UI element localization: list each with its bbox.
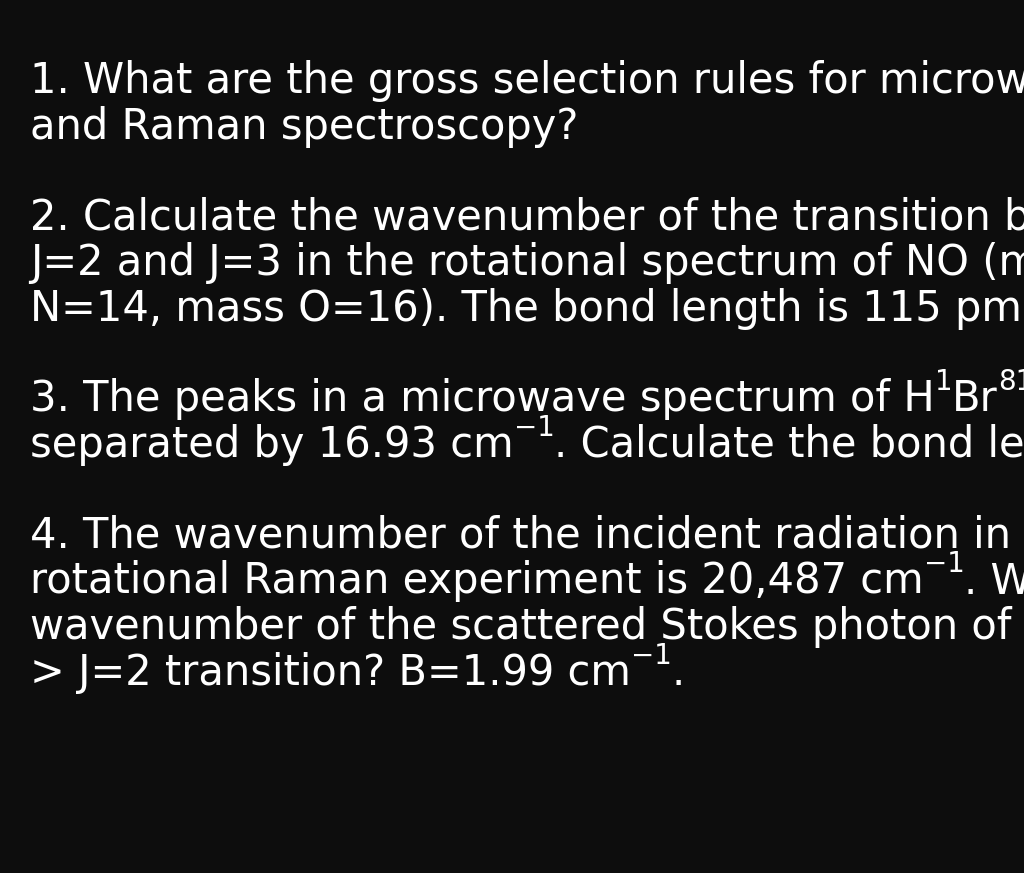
Text: Br: Br	[952, 378, 998, 420]
Text: N=14, mass O=16). The bond length is 115 pm.: N=14, mass O=16). The bond length is 115…	[30, 288, 1024, 330]
Text: 1. What are the gross selection rules for microwave, IR: 1. What are the gross selection rules fo…	[30, 60, 1024, 102]
Text: 4. The wavenumber of the incident radiation in a: 4. The wavenumber of the incident radiat…	[30, 514, 1024, 556]
Text: −1: −1	[924, 550, 965, 578]
Text: . What is the: . What is the	[965, 560, 1024, 602]
Text: 1: 1	[935, 368, 952, 396]
Text: −1: −1	[514, 414, 555, 442]
Text: > J=2 transition? B=1.99 cm: > J=2 transition? B=1.99 cm	[30, 652, 631, 694]
Text: separated by 16.93 cm: separated by 16.93 cm	[30, 424, 514, 466]
Text: rotational Raman experiment is 20,487 cm: rotational Raman experiment is 20,487 cm	[30, 560, 924, 602]
Text: 2. Calculate the wavenumber of the transition between: 2. Calculate the wavenumber of the trans…	[30, 196, 1024, 238]
Text: −1: −1	[631, 642, 672, 670]
Text: 81: 81	[998, 368, 1024, 396]
Text: and Raman spectroscopy?: and Raman spectroscopy?	[30, 106, 579, 148]
Text: wavenumber of the scattered Stokes photon of the J=0 -: wavenumber of the scattered Stokes photo…	[30, 606, 1024, 648]
Text: 3. The peaks in a microwave spectrum of H: 3. The peaks in a microwave spectrum of …	[30, 378, 935, 420]
Text: .: .	[672, 652, 685, 694]
Text: . Calculate the bond length.: . Calculate the bond length.	[555, 424, 1024, 466]
Text: J=2 and J=3 in the rotational spectrum of NO (mass: J=2 and J=3 in the rotational spectrum o…	[30, 242, 1024, 284]
